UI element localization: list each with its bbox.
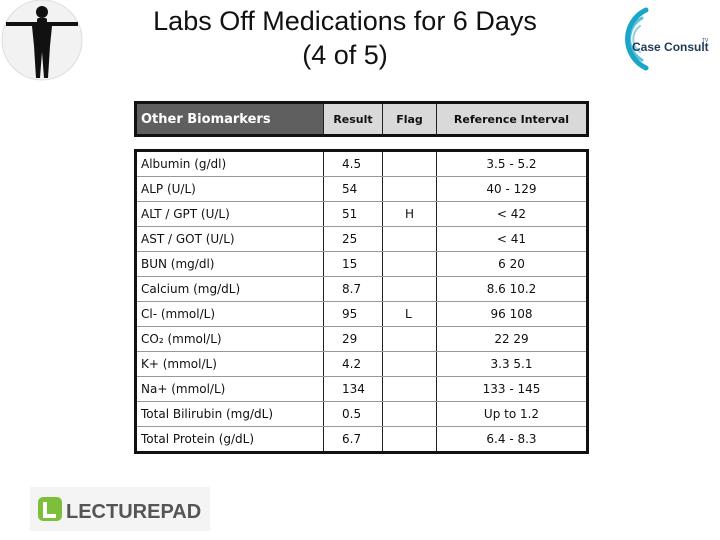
biomarker-flag	[382, 149, 437, 177]
biomarker-flag	[382, 376, 437, 402]
biomarker-result: 134	[323, 376, 383, 402]
reference-interval: < 42	[436, 201, 588, 227]
biomarker-result: 6.7	[323, 426, 383, 453]
biomarker-name: Albumin (g/dl)	[135, 149, 324, 177]
biomarker-flag	[382, 426, 437, 453]
human-figure-logo	[1, 0, 83, 81]
biomarker-flag	[382, 401, 437, 427]
table-row: K+ (mmol/L) 4.2 3.3 5.1	[135, 351, 588, 377]
biomarker-flag: L	[382, 301, 437, 327]
table-row: ALP (U/L) 54 40 - 129	[135, 176, 588, 202]
table-row: AST / GOT (U/L) 25 < 41	[135, 226, 588, 252]
table-row: Cl- (mmol/L) 95 L 96 108	[135, 301, 588, 327]
biomarker-result: 8.7	[323, 276, 383, 302]
reference-interval: < 41	[436, 226, 588, 252]
reference-interval: 6.4 - 8.3	[436, 426, 588, 453]
table-row: Albumin (g/dl) 4.5 3.5 - 5.2	[135, 149, 588, 177]
table-row: Na+ (mmol/L) 134 133 - 145	[135, 376, 588, 402]
title-line-2: (4 of 5)	[302, 40, 388, 70]
table-row: Calcium (mg/dL) 8.7 8.6 10.2	[135, 276, 588, 302]
biomarker-name: Na+ (mmol/L)	[135, 376, 324, 402]
biomarker-flag	[382, 251, 437, 277]
biomarker-result: 0.5	[323, 401, 383, 427]
table-row: CO₂ (mmol/L) 29 22 29	[135, 326, 588, 352]
reference-interval: 8.6 10.2	[436, 276, 588, 302]
biomarkers-table: Albumin (g/dl) 4.5 3.5 - 5.2 ALP (U/L) 54 40 …	[134, 149, 589, 454]
case-consult-tm: TV	[702, 38, 709, 44]
biomarker-name: Cl- (mmol/L)	[135, 301, 324, 327]
biomarker-flag	[382, 326, 437, 352]
reference-interval: 40 - 129	[436, 176, 588, 202]
biomarker-name: K+ (mmol/L)	[135, 351, 324, 377]
biomarker-flag	[382, 351, 437, 377]
biomarker-name: ALT / GPT (U/L)	[135, 201, 324, 227]
header-result: Result	[323, 102, 383, 136]
header-flag: Flag	[382, 102, 437, 136]
biomarker-result: 29	[323, 326, 383, 352]
reference-interval: 96 108	[436, 301, 588, 327]
reference-interval: 3.3 5.1	[436, 351, 588, 377]
biomarker-result: 4.5	[323, 149, 383, 177]
biomarker-flag	[382, 226, 437, 252]
biomarker-name: Calcium (mg/dL)	[135, 276, 324, 302]
biomarker-result: 54	[323, 176, 383, 202]
title-line-1: Labs Off Medications for 6 Days	[153, 6, 537, 36]
biomarker-result: 25	[323, 226, 383, 252]
case-consult-logo: Case Consult TV	[625, 7, 709, 71]
case-consult-text: Case Consult	[632, 40, 709, 54]
biomarker-name: Total Bilirubin (mg/dL)	[135, 401, 324, 427]
lecturepad-logo: LECTUREPAD	[30, 487, 210, 531]
lecturepad-text: LECTUREPAD	[66, 501, 201, 523]
table-row: ALT / GPT (U/L) 51 H < 42	[135, 201, 588, 227]
reference-interval: Up to 1.2	[436, 401, 588, 427]
header-other-biomarkers: Other Biomarkers	[135, 102, 324, 136]
table-row: BUN (mg/dl) 15 6 20	[135, 251, 588, 277]
biomarker-result: 15	[323, 251, 383, 277]
biomarker-flag	[382, 276, 437, 302]
reference-interval: 3.5 - 5.2	[436, 149, 588, 177]
reference-interval: 6 20	[436, 251, 588, 277]
table-row: Total Protein (g/dL) 6.7 6.4 - 8.3	[135, 426, 588, 453]
biomarker-name: AST / GOT (U/L)	[135, 226, 324, 252]
reference-interval: 22 29	[436, 326, 588, 352]
biomarker-name: Total Protein (g/dL)	[135, 426, 324, 453]
biomarker-name: CO₂ (mmol/L)	[135, 326, 324, 352]
biomarker-flag: H	[382, 201, 437, 227]
biomarkers-header-table: Other Biomarkers Result Flag Reference I…	[134, 101, 589, 137]
biomarker-result: 95	[323, 301, 383, 327]
biomarker-result: 4.2	[323, 351, 383, 377]
slide-title: Labs Off Medications for 6 Days (4 of 5)	[100, 4, 590, 72]
reference-interval: 133 - 145	[436, 376, 588, 402]
table-row: Total Bilirubin (mg/dL) 0.5 Up to 1.2	[135, 401, 588, 427]
biomarker-flag	[382, 176, 437, 202]
biomarker-name: BUN (mg/dl)	[135, 251, 324, 277]
biomarker-result: 51	[323, 201, 383, 227]
header-reference-interval: Reference Interval	[436, 102, 588, 136]
biomarker-name: ALP (U/L)	[135, 176, 324, 202]
